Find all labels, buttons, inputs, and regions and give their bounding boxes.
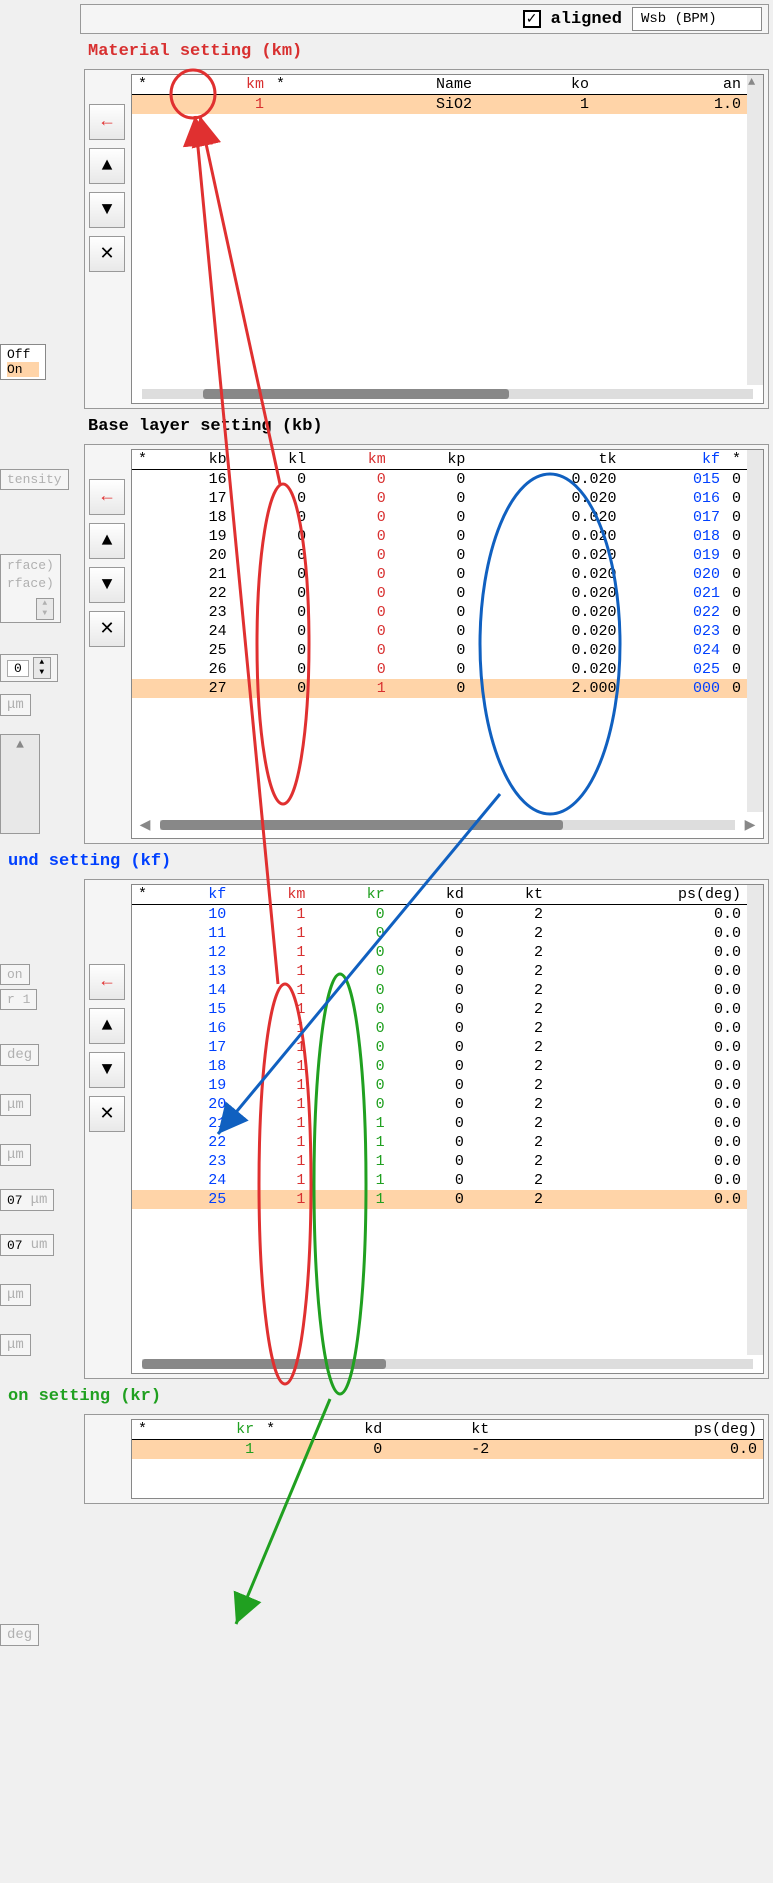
back-button[interactable]: ← xyxy=(89,479,125,515)
off-label: Off xyxy=(7,347,39,362)
delete-button[interactable]: ✕ xyxy=(89,611,125,647)
aligned-label: aligned xyxy=(551,10,622,29)
material-title: Material setting (km) xyxy=(80,38,773,65)
vscrollbar[interactable] xyxy=(747,885,763,1355)
zero-fragment: 0 ▲▼ xyxy=(0,654,58,682)
rface-fragment: rface) rface) ▲▼ xyxy=(0,554,61,623)
kf-table: *kfkmkrkdktps(deg)1010020.01110020.01210… xyxy=(131,884,764,1374)
mode-dropdown[interactable]: Wsb (BPM) xyxy=(632,7,762,31)
on-label: On xyxy=(7,362,39,377)
o7-fragment: 07um xyxy=(0,1234,54,1256)
kf-title: und setting (kf) xyxy=(0,848,773,875)
spinner-icon[interactable]: ▲▼ xyxy=(36,598,54,620)
down-button[interactable]: ▼ xyxy=(89,1052,125,1088)
kr-table: *kr*kdktps(deg)10-20.0 xyxy=(131,1419,764,1499)
um-fragment: μm xyxy=(0,1334,31,1356)
tensity-fragment: tensity xyxy=(0,469,69,490)
deg-fragment: deg xyxy=(0,1044,39,1066)
um-fragment: μm xyxy=(0,694,31,716)
r1-fragment: r 1 xyxy=(0,989,37,1010)
back-button[interactable]: ← xyxy=(89,964,125,1000)
kr-title: on setting (kr) xyxy=(0,1383,773,1410)
on-fragment: on xyxy=(0,964,30,985)
deg-fragment: deg xyxy=(0,1624,39,1646)
hscrollbar[interactable] xyxy=(132,1355,763,1373)
um-fragment: μm xyxy=(0,1094,31,1116)
up-button[interactable]: ▲ xyxy=(89,148,125,184)
down-button[interactable]: ▼ xyxy=(89,192,125,228)
base-table: *kbklkmkptkkf*160000.0200150170000.02001… xyxy=(131,449,764,839)
hscrollbar[interactable] xyxy=(132,385,763,403)
off-on-fragment: Off On xyxy=(0,344,46,380)
o7-fragment: 07μm xyxy=(0,1189,54,1211)
spinner-icon[interactable]: ▲▼ xyxy=(33,657,51,679)
delete-button[interactable]: ✕ xyxy=(89,236,125,272)
down-button[interactable]: ▼ xyxy=(89,567,125,603)
vscrollbar[interactable] xyxy=(747,450,763,812)
delete-button[interactable]: ✕ xyxy=(89,1096,125,1132)
up-button[interactable]: ▲ xyxy=(89,523,125,559)
scroll-fragment[interactable]: ▲ xyxy=(0,734,40,834)
up-button[interactable]: ▲ xyxy=(89,1008,125,1044)
um-fragment: μm xyxy=(0,1144,31,1166)
hscrollbar[interactable]: ◀ ▶ xyxy=(132,812,763,838)
material-table: *km*Namekoan1SiO211.0 ▲ xyxy=(131,74,764,404)
back-button[interactable]: ← xyxy=(89,104,125,140)
base-title: Base layer setting (kb) xyxy=(80,413,773,440)
vscrollbar[interactable]: ▲ xyxy=(747,75,763,385)
um-fragment: μm xyxy=(0,1284,31,1306)
aligned-checkbox[interactable]: ✓ xyxy=(523,10,541,28)
